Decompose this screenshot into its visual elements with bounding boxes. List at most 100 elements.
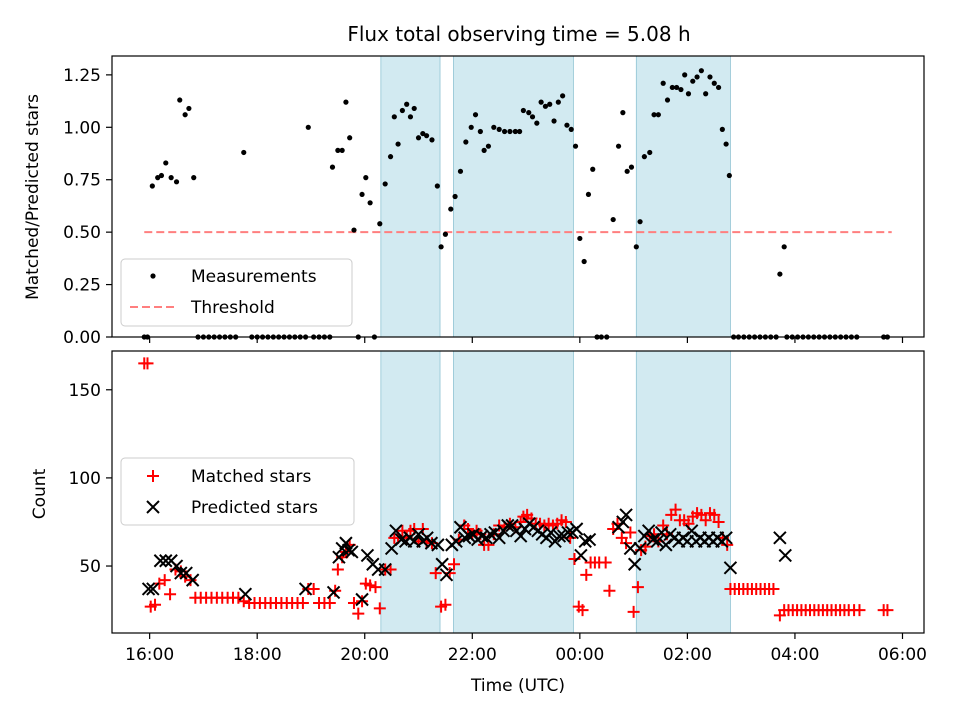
top-legend-box xyxy=(120,258,353,327)
measurement-point xyxy=(481,147,487,153)
measurement-point xyxy=(538,99,544,105)
measurement-point xyxy=(186,105,192,112)
measurement-point xyxy=(615,143,622,149)
predicted-star-point xyxy=(773,531,787,545)
measurement-point xyxy=(387,154,394,160)
measurement-point xyxy=(529,114,536,120)
predicted-star-point xyxy=(345,545,359,559)
predicted-star-point xyxy=(411,527,426,542)
measurement-point xyxy=(726,172,732,179)
legend-measurements-label: Measurements xyxy=(191,267,317,287)
measurement-point xyxy=(359,191,365,198)
measurement-point xyxy=(685,91,692,97)
measurement-point xyxy=(723,141,729,147)
predicted-star-point xyxy=(458,531,472,545)
measurement-point xyxy=(647,149,653,156)
predicted-star-point xyxy=(159,554,173,568)
predicted-star-point xyxy=(659,538,673,552)
predicted-star-point xyxy=(646,532,660,547)
measurement-point xyxy=(507,128,513,135)
measurement-point xyxy=(641,154,647,160)
measurement-point xyxy=(777,271,783,277)
measurement-point xyxy=(177,97,183,103)
predicted-star-point xyxy=(578,534,592,549)
matched-star-point xyxy=(356,595,369,608)
matched-star-point xyxy=(853,604,866,617)
xtick-label: 04:00 xyxy=(770,645,819,665)
measurement-point xyxy=(542,103,549,109)
xtick-label: 16:00 xyxy=(125,645,174,665)
measurement-point xyxy=(690,78,696,84)
predicted-star-point xyxy=(355,592,369,607)
measurement-point xyxy=(551,118,557,124)
matched-star-point xyxy=(237,595,250,608)
measurement-point xyxy=(698,68,704,74)
matched-star-point xyxy=(712,515,725,528)
measurement-point xyxy=(547,101,553,107)
bottom-ytick-label: 50 xyxy=(79,557,101,577)
matched-star-point xyxy=(448,558,461,571)
predicted-star-point xyxy=(684,524,699,538)
matched-star-point xyxy=(559,515,572,528)
matched-star-point xyxy=(369,581,382,594)
predicted-star-point xyxy=(389,524,403,538)
predicted-star-point xyxy=(174,566,188,580)
predicted-star-point xyxy=(339,536,353,550)
predicted-star-point xyxy=(298,582,313,596)
matched-star-point xyxy=(669,503,682,516)
matched-star-point xyxy=(164,588,177,601)
measurement-point xyxy=(660,80,666,86)
measurement-point xyxy=(719,126,725,132)
predicted-star-point xyxy=(449,534,463,549)
measurement-point xyxy=(463,139,469,145)
measurement-point xyxy=(526,110,532,116)
bottom-panel: 16:00 18:00 20:00 22:00 00:00 02:00 04:00 06:00… xyxy=(30,350,927,696)
bottom-ytick-label: 150 xyxy=(69,381,101,401)
measurement-point xyxy=(610,216,616,223)
bottom-ytick-label: 100 xyxy=(69,469,101,489)
bottom-ylabel: Count xyxy=(30,468,50,519)
measurement-point xyxy=(555,99,561,105)
measurement-point xyxy=(343,99,349,105)
legend-threshold-label: Threshold xyxy=(190,298,275,318)
top-ytick-label: 1.00 xyxy=(63,118,101,138)
xtick-label: 20:00 xyxy=(340,645,389,665)
matched-star-point xyxy=(603,584,616,597)
measurement-point xyxy=(534,120,540,126)
measurement-point xyxy=(485,143,492,149)
measurement-point xyxy=(577,235,583,242)
matched-star-point xyxy=(331,563,344,576)
top-ytick-label: 1.25 xyxy=(63,66,101,86)
predicted-star-point xyxy=(627,557,642,571)
matched-star-point xyxy=(439,598,452,611)
top-ytick-label: 0.00 xyxy=(63,328,101,348)
measurement-point xyxy=(472,112,479,118)
measurement-point xyxy=(669,84,675,91)
predicted-star-point xyxy=(435,557,449,571)
matched-star-point xyxy=(576,604,589,617)
measurement-point xyxy=(335,147,341,153)
top-axes: 0.00 0.25 0.50 0.75 1.00 1.25 xyxy=(63,66,904,348)
measurement-point xyxy=(628,164,635,170)
bottom-legend: Matched stars Predicted stars xyxy=(120,457,355,526)
xtick-label: 18:00 xyxy=(233,645,282,665)
predicted-star-point xyxy=(439,568,454,582)
matched-star-point xyxy=(580,568,593,581)
xtick-label: 22:00 xyxy=(448,645,497,665)
measurement-point xyxy=(351,227,357,233)
measurement-point xyxy=(674,84,680,91)
top-observing-intervals xyxy=(380,55,731,338)
matched-star-point xyxy=(429,567,442,580)
measurement-point xyxy=(572,143,579,149)
predicted-star-point xyxy=(332,550,346,564)
predicted-star-point xyxy=(650,534,664,549)
matched-star-point xyxy=(158,574,171,587)
measurement-point xyxy=(168,175,174,181)
predicted-star-point xyxy=(238,587,253,601)
predicted-star-point xyxy=(582,532,597,547)
matched-star-point xyxy=(624,526,637,539)
bottom-axes: 16:00 18:00 20:00 22:00 00:00 02:00 04:00 06:00… xyxy=(69,381,927,665)
matched-star-point xyxy=(296,597,309,610)
measurement-point xyxy=(517,128,523,135)
measurement-point xyxy=(158,172,165,179)
